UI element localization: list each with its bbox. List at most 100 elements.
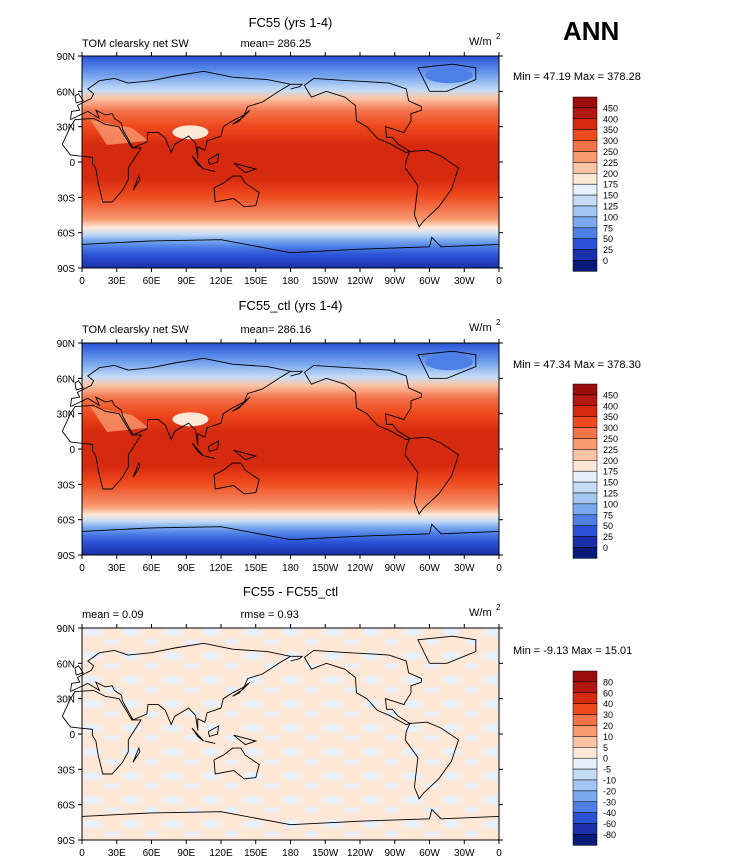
colorbar-cell (572, 514, 598, 526)
lon-tick-label: 30W (454, 848, 475, 859)
colorbar-cell (572, 173, 598, 185)
lon-tick-label: 90W (384, 848, 405, 859)
lat-tick-label: 30N (57, 695, 75, 706)
colorbar-cell (572, 470, 598, 483)
lon-tick-label: 120W (347, 848, 374, 859)
colorbar-label: 100 (603, 499, 618, 509)
colorbar-label: 175 (603, 467, 618, 477)
colorbar-cell (572, 823, 598, 835)
coastline (404, 721, 460, 800)
coastline (304, 649, 422, 726)
colorbar-label: -10 (603, 776, 616, 786)
variable-label: TOM clearsky net SW (82, 324, 189, 336)
colorbar-label: 10 (603, 732, 613, 742)
coastline (69, 642, 292, 731)
lat-tick-label: 0 (69, 730, 75, 741)
colorbar-cell (572, 725, 598, 737)
lon-tick-label: 150E (244, 276, 268, 287)
lon-tick-label: 90E (177, 276, 195, 287)
lon-tick-label: 30W (454, 276, 475, 287)
lat-tick-label: 0 (69, 158, 75, 169)
lat-tick-label: 90S (57, 264, 75, 275)
lon-tick-label: 120E (209, 848, 233, 859)
panel-title: FC55 - FC55_ctl (243, 584, 338, 599)
colorbar-label: 300 (603, 136, 618, 146)
variable-label: TOM clearsky net SW (82, 38, 189, 50)
colorbar-label: 225 (603, 445, 618, 455)
colorbar-cell (572, 416, 598, 428)
lon-tick-label: 0 (496, 276, 502, 287)
coastline (207, 439, 220, 452)
coastline (81, 236, 500, 254)
coastline (232, 681, 251, 697)
lon-tick-label: 0 (496, 563, 502, 574)
colorbar-label: 350 (603, 412, 618, 422)
lon-tick-label: 180 (282, 276, 299, 287)
colorbar-label: -20 (603, 786, 616, 796)
colorbar-label: -5 (603, 765, 611, 775)
coastline (304, 77, 422, 154)
units-exponent: 2 (496, 32, 501, 41)
colorbar-label: 75 (603, 510, 613, 520)
coastline (204, 740, 216, 744)
colorbar-label: 350 (603, 125, 618, 135)
lon-tick-label: 0 (79, 563, 85, 574)
colorbar-cell (572, 216, 598, 229)
colorbar-label: 450 (603, 390, 618, 400)
map-field (82, 343, 499, 555)
colorbar-label: -80 (603, 830, 616, 840)
lon-tick-label: 60E (143, 563, 161, 574)
coastline (132, 461, 141, 478)
colorbar-cell (572, 260, 598, 272)
lat-tick-label: 60N (57, 374, 75, 385)
lon-tick-label: 30E (108, 848, 126, 859)
coastline (74, 665, 84, 676)
colorbar-cell (572, 162, 598, 174)
colorbar-cell (572, 107, 598, 120)
colorbar-cell (572, 779, 598, 792)
lat-tick-label: 60N (57, 87, 75, 98)
lon-tick-label: 150W (312, 276, 339, 287)
colorbar-cell (572, 547, 598, 559)
colorbar-cell (572, 427, 598, 439)
map-field (82, 628, 499, 840)
minmax-label: Min = 47.34 Max = 378.30 (513, 359, 641, 371)
colorbar-label: 0 (603, 754, 608, 764)
lat-tick-label: 30S (57, 765, 75, 776)
coastline (213, 747, 260, 780)
colorbar-label: 50 (603, 521, 613, 531)
colorbar-label: 450 (603, 103, 618, 113)
lat-tick-label: 90S (57, 551, 75, 562)
colorbar-cell (572, 460, 598, 472)
lon-tick-label: 60W (419, 563, 440, 574)
colorbar-label: 200 (603, 456, 618, 466)
lat-tick-label: 60S (57, 516, 75, 527)
lat-tick-label: 30S (57, 193, 75, 204)
colorbar-label: 250 (603, 147, 618, 157)
lon-tick-label: 150W (312, 563, 339, 574)
colorbar-label: 50 (603, 234, 613, 244)
units-label: W/m (469, 322, 492, 334)
coastline (74, 93, 84, 104)
colorbar-label: 40 (603, 699, 613, 709)
lat-tick-label: 90N (57, 52, 75, 63)
lon-tick-label: 120W (347, 563, 374, 574)
lon-tick-label: 60W (419, 848, 440, 859)
lon-tick-label: 90E (177, 563, 195, 574)
colorbar-cell (572, 747, 598, 759)
colorbar-label: 250 (603, 434, 618, 444)
colorbar-label: 150 (603, 478, 618, 488)
desert-region (90, 119, 149, 146)
coastline (61, 404, 142, 490)
coastline (204, 455, 216, 459)
colorbar-label: 5 (603, 743, 608, 753)
colorbar-label: 80 (603, 677, 613, 687)
colorbar-label: 125 (603, 202, 618, 212)
map-field (82, 56, 499, 268)
colorbar-cell (572, 405, 598, 417)
lat-tick-label: 60N (57, 659, 75, 670)
colorbar-cell (572, 96, 598, 109)
colorbar-cell (572, 812, 598, 824)
colorbar-label: 30 (603, 710, 613, 720)
